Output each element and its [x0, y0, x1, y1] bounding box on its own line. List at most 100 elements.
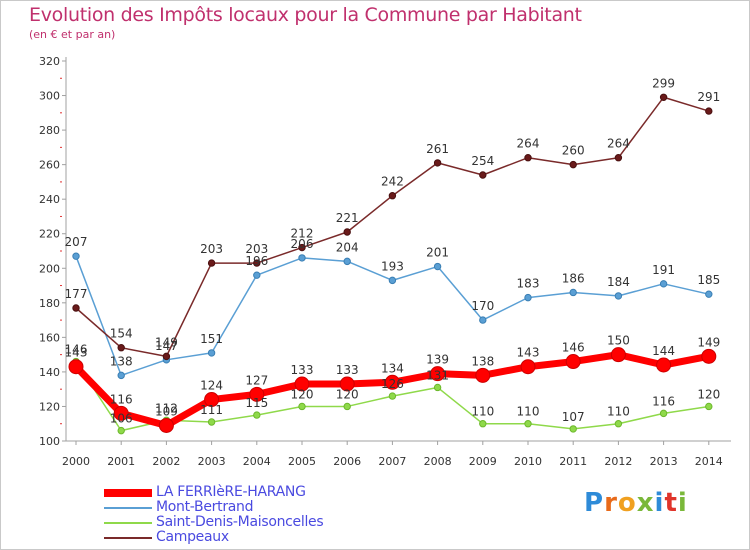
legend-swatch-saint-denis: [104, 522, 152, 524]
data-point-1: [72, 252, 80, 260]
data-point-0: [113, 405, 129, 421]
data-label-0: 109: [155, 404, 178, 418]
y-tick-label: 120: [39, 400, 60, 413]
x-tick-label: 2014: [695, 455, 723, 468]
legend-swatch-mont-bertrand: [104, 507, 152, 509]
data-point-2: [614, 420, 623, 428]
data-point-3: [253, 259, 261, 267]
data-label-3: 299: [652, 76, 675, 90]
data-label-2: 116: [652, 394, 675, 408]
data-point-1: [659, 280, 668, 288]
data-point-1: [614, 292, 623, 300]
y-tick-label: 100: [39, 435, 60, 448]
data-point-0: [430, 366, 446, 382]
data-point-1: [298, 254, 306, 262]
data-label-0: 134: [381, 361, 404, 375]
data-point-0: [656, 357, 672, 373]
data-label-0: 139: [426, 353, 449, 367]
data-point-1: [343, 257, 351, 266]
data-label-3: 264: [607, 137, 630, 151]
data-point-1: [433, 262, 442, 271]
data-point-0: [158, 417, 174, 433]
legend-item-ferriere: LA FERRIèRE-HARANG: [104, 484, 364, 500]
data-label-3: 154: [110, 327, 133, 341]
data-point-1: [479, 316, 487, 324]
data-point-0: [384, 374, 400, 390]
data-point-0: [294, 376, 310, 392]
y-tick-label: 260: [39, 159, 60, 172]
data-point-0: [520, 359, 536, 375]
x-tick-label: 2012: [604, 455, 632, 468]
data-label-2: 120: [336, 387, 359, 401]
data-label-2: 131: [426, 368, 449, 382]
data-label-0: 143: [65, 346, 88, 360]
y-tick-label: 200: [39, 262, 60, 275]
x-tick-label: 2004: [243, 455, 271, 468]
data-point-3: [433, 159, 442, 167]
data-point-3: [298, 243, 306, 252]
data-point-2: [479, 420, 487, 428]
y-tick-label: 300: [39, 90, 60, 103]
data-label-3: 264: [517, 137, 540, 151]
data-point-1: [253, 271, 261, 279]
x-tick-label: 2013: [650, 455, 678, 468]
data-label-2: 146: [65, 343, 88, 357]
data-point-2: [298, 402, 306, 411]
data-point-3: [659, 93, 668, 101]
legend-item-campeaux: Campeaux: [104, 529, 364, 545]
data-label-1: 170: [471, 299, 494, 313]
data-label-2: 110: [517, 405, 540, 419]
data-point-3: [207, 259, 216, 267]
data-label-1: 183: [517, 277, 540, 291]
data-point-0: [249, 386, 265, 402]
legend-item-mont-bertrand: Mont-Bertrand: [104, 499, 364, 515]
data-point-3: [343, 228, 351, 236]
data-label-0: 149: [697, 335, 720, 349]
data-label-0: 124: [200, 379, 223, 393]
data-point-2: [524, 420, 532, 428]
x-tick-label: 2001: [107, 455, 135, 468]
data-label-3: 260: [562, 144, 585, 158]
data-label-0: 144: [652, 344, 675, 358]
y-tick-label: 220: [39, 228, 60, 241]
data-label-1: 193: [381, 259, 404, 273]
legend-label-mont-bertrand: Mont-Bertrand: [156, 499, 254, 515]
data-label-1: 151: [200, 332, 223, 346]
data-point-3: [72, 304, 80, 312]
data-label-0: 138: [471, 354, 494, 368]
x-tick-label: 2009: [469, 455, 497, 468]
data-point-1: [117, 371, 125, 380]
y-tick-label: 160: [39, 331, 60, 344]
data-label-0: 133: [336, 363, 359, 377]
data-label-3: 203: [245, 242, 268, 256]
data-point-0: [68, 359, 84, 375]
chart-subtitle: (en € et par an): [29, 28, 116, 41]
data-label-1: 191: [652, 263, 675, 277]
data-point-0: [204, 392, 220, 408]
data-label-2: 106: [110, 412, 133, 426]
y-tick-label: 180: [39, 297, 60, 310]
data-label-2: 126: [381, 377, 404, 391]
data-point-3: [524, 154, 532, 162]
data-point-1: [388, 276, 397, 285]
data-label-3: 261: [426, 142, 449, 156]
data-label-3: 203: [200, 242, 223, 256]
data-point-0: [610, 347, 626, 363]
data-label-0: 127: [245, 373, 268, 387]
data-point-0: [565, 354, 581, 370]
x-tick-label: 2006: [333, 455, 361, 468]
y-tick-label: 280: [39, 124, 60, 137]
data-point-2: [343, 402, 351, 411]
data-label-2: 115: [245, 396, 268, 410]
data-point-3: [479, 171, 487, 179]
data-label-0: 146: [562, 341, 585, 355]
data-label-3: 149: [155, 335, 178, 349]
data-label-2: 120: [291, 387, 314, 401]
data-point-3: [162, 352, 171, 361]
legend: LA FERRIèRE-HARANG Mont-Bertrand Saint-D…: [104, 484, 364, 545]
x-tick-label: 2002: [152, 455, 180, 468]
legend-swatch-campeaux: [104, 537, 152, 539]
data-point-2: [705, 402, 713, 411]
data-point-1: [569, 288, 577, 297]
data-label-1: 206: [291, 237, 314, 251]
